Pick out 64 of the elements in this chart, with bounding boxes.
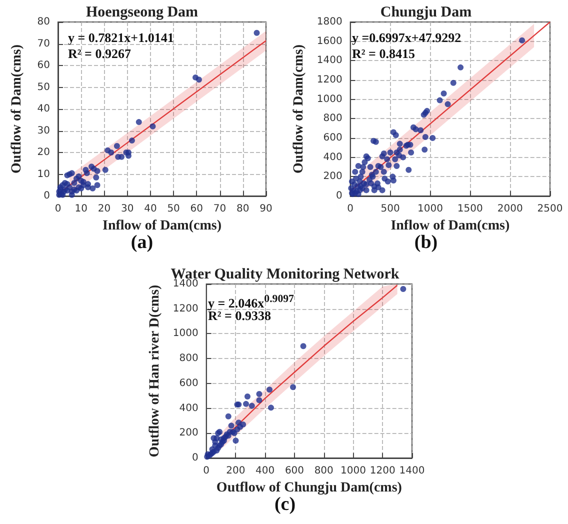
x-tick-label: 1500 <box>457 204 483 214</box>
x-tick-label: 0 <box>203 466 210 476</box>
y-tick-label: 0 <box>44 190 50 202</box>
text: (a) <box>130 232 154 254</box>
x-tick-label: 30 <box>120 204 134 214</box>
x-tick-label: 200 <box>226 466 246 476</box>
x-tick-label: 0 <box>347 204 354 214</box>
x-tick-label: 600 <box>284 466 304 476</box>
y-axis-title: Outflow of Dam(cms) <box>292 44 306 174</box>
y-tick-label: 70 <box>37 38 50 50</box>
y-tick-label: 20 <box>37 147 50 158</box>
x-axis-title: Outflow of Chungju Dam(cms) <box>216 480 402 496</box>
annotation: y =0.6997x+47.9292 <box>352 30 462 45</box>
x-tick-label: 500 <box>380 204 400 214</box>
y-tick-label: 400 <box>179 402 198 414</box>
y-tick-label: 800 <box>179 353 198 364</box>
x-tick-label: 1200 <box>370 466 396 476</box>
y-tick-label: 1200 <box>172 303 198 314</box>
y-tick-label: 800 <box>323 113 342 124</box>
x-axis-title: Inflow of Dam(cms) <box>102 218 222 234</box>
y-tick-label: 30 <box>37 125 50 136</box>
x-tick-label: 90 <box>260 204 272 214</box>
y-tick-label: 60 <box>37 60 50 71</box>
y-tick-label: 1400 <box>316 55 342 66</box>
chart-title: Chungju Dam <box>380 4 472 20</box>
x-tick-label: 80 <box>236 204 250 214</box>
y-tick-label: 80 <box>37 16 50 28</box>
x-tick-label: 1000 <box>417 204 443 214</box>
y-tick-label: 1000 <box>316 94 342 105</box>
y-axis-title: Outflow of Han river D(cms) <box>148 284 162 458</box>
x-tick-label: 40 <box>144 204 157 214</box>
text: (c) <box>273 494 296 516</box>
y-tick-label: 50 <box>37 82 50 93</box>
x-axis-title: Inflow of Dam(cms) <box>390 218 510 234</box>
x-tick-label: 2000 <box>497 204 523 214</box>
annotation: y = 0.7821x+1.0141 <box>68 30 174 45</box>
y-tick-label: 0 <box>192 452 198 464</box>
y-tick-label: 0 <box>336 190 342 202</box>
y-axis-title: Outflow of Dam(cms) <box>10 44 24 174</box>
x-tick-label: 20 <box>98 204 111 214</box>
y-tick-label: 600 <box>179 378 198 389</box>
x-tick-label: 10 <box>74 204 88 214</box>
y-tick-label: 200 <box>323 171 342 182</box>
x-tick-label: 1400 <box>399 466 425 476</box>
annotation: R² = 0.8415 <box>352 46 415 61</box>
y-tick-label: 200 <box>179 428 198 439</box>
y-tick-label: 400 <box>323 152 342 163</box>
y-tick-label: 1200 <box>316 74 342 86</box>
annotation: R² = 0.9267 <box>68 46 131 61</box>
y-tick-label: 1800 <box>316 16 342 28</box>
y-tick-label: 600 <box>323 132 342 144</box>
chart-title: Hoengseong Dam <box>86 4 199 20</box>
y-tick-label: 1000 <box>172 328 198 340</box>
y-tick-label: 1600 <box>316 36 342 47</box>
annotation: R² = 0.9338 <box>208 308 271 323</box>
y-tick-label: 10 <box>37 168 50 180</box>
text: (b) <box>413 232 439 254</box>
x-tick-label: 70 <box>213 204 226 214</box>
x-tick-label: 2500 <box>537 204 563 214</box>
x-tick-label: 400 <box>256 466 275 476</box>
y-tick-label: 40 <box>37 104 50 114</box>
x-tick-label: 0 <box>54 204 62 214</box>
annotation: y = 2.046x$^{0.9097}$ <box>208 292 294 310</box>
x-tick-label: 1000 <box>340 466 366 476</box>
